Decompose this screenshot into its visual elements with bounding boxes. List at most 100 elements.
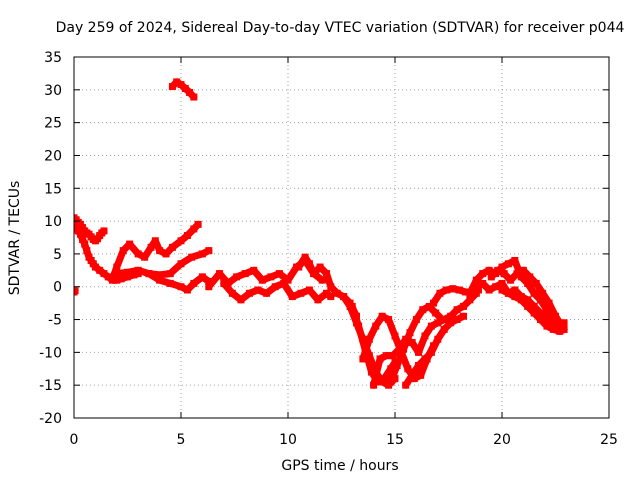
data-point (530, 302, 538, 310)
data-point (295, 263, 303, 271)
y-tick-label: -10 (39, 345, 62, 361)
data-point (519, 266, 527, 274)
y-tick-label: -5 (48, 313, 62, 329)
data-point (472, 276, 480, 284)
data-point (288, 293, 296, 301)
data-point (124, 273, 131, 281)
series-trace-g (168, 78, 198, 101)
data-point (305, 260, 313, 268)
data-point (455, 286, 463, 294)
data-point (188, 253, 196, 261)
data-point (323, 270, 331, 278)
data-point (556, 327, 564, 335)
data-point (205, 247, 213, 255)
data-point (177, 237, 185, 245)
data-point (297, 289, 305, 297)
data-point (537, 296, 545, 304)
data-point (447, 319, 455, 327)
data-point (177, 81, 185, 89)
data-point (466, 289, 474, 297)
data-point (415, 348, 423, 356)
data-point (323, 289, 331, 297)
data-point (258, 276, 266, 284)
data-point (462, 288, 470, 296)
data-point (216, 270, 224, 278)
data-point (198, 250, 206, 258)
data-point (126, 240, 134, 248)
data-point (417, 371, 425, 379)
y-tick-label: 20 (44, 148, 62, 164)
data-point (134, 266, 142, 274)
data-point (504, 260, 512, 268)
data-point (271, 283, 279, 291)
x-tick-label: 20 (493, 432, 511, 448)
series-trace-n (387, 302, 446, 386)
data-point (485, 286, 493, 294)
y-tick-label: 35 (44, 50, 62, 66)
data-point (442, 286, 450, 294)
chart-title: Day 259 of 2024, Sidereal Day-to-day VTE… (56, 20, 625, 36)
data-point (415, 361, 423, 369)
data-point (104, 273, 112, 281)
series-trace-c (74, 287, 79, 296)
data-point (166, 270, 174, 278)
y-tick-label: 15 (44, 181, 62, 197)
data-point (96, 266, 104, 274)
data-point (166, 279, 174, 287)
series-trace-p (402, 312, 467, 389)
data-point (124, 268, 131, 276)
axis-ticks (73, 56, 610, 419)
data-point (190, 225, 198, 233)
data-point (359, 355, 367, 363)
data-point (76, 230, 84, 238)
data-point (147, 243, 155, 251)
data-point (145, 270, 153, 278)
x-tick-label: 5 (177, 432, 186, 448)
data-point (119, 247, 127, 255)
data-point (492, 283, 500, 291)
data-point (387, 365, 395, 373)
data-point (220, 279, 228, 287)
data-point (408, 371, 416, 379)
series-trace-i (220, 279, 335, 304)
data-point (549, 319, 557, 327)
data-point (513, 270, 521, 278)
plot-frame (73, 56, 610, 419)
data-point (504, 289, 512, 297)
data-point (162, 250, 170, 258)
data-point (532, 279, 540, 287)
data-point (168, 243, 176, 251)
data-point (168, 83, 176, 91)
series-trace-t (487, 266, 566, 330)
data-point (156, 247, 164, 255)
data-point (408, 339, 416, 347)
data-point (365, 335, 373, 343)
series-trace-d (109, 220, 202, 283)
data-point (183, 286, 191, 294)
data-point (355, 322, 363, 330)
data-point (434, 319, 442, 327)
data-point (524, 296, 532, 304)
data-point (406, 329, 414, 337)
x-axis-title: GPS time / hours (281, 458, 398, 474)
data-point (507, 276, 515, 284)
x-tick-label: 0 (70, 432, 79, 448)
data-point (402, 381, 410, 389)
data-point (511, 256, 519, 264)
data-point (280, 279, 288, 287)
data-point (453, 316, 461, 324)
data-points (74, 78, 568, 389)
data-point (245, 289, 253, 297)
data-point (117, 275, 125, 283)
data-point (198, 273, 206, 281)
data-point (156, 276, 164, 284)
data-point (100, 270, 108, 278)
data-point (382, 352, 390, 360)
data-point (237, 296, 245, 304)
series-trace-u (498, 286, 568, 333)
data-point (156, 271, 164, 279)
data-point (517, 273, 525, 281)
data-point (438, 316, 446, 324)
data-point (305, 286, 313, 294)
